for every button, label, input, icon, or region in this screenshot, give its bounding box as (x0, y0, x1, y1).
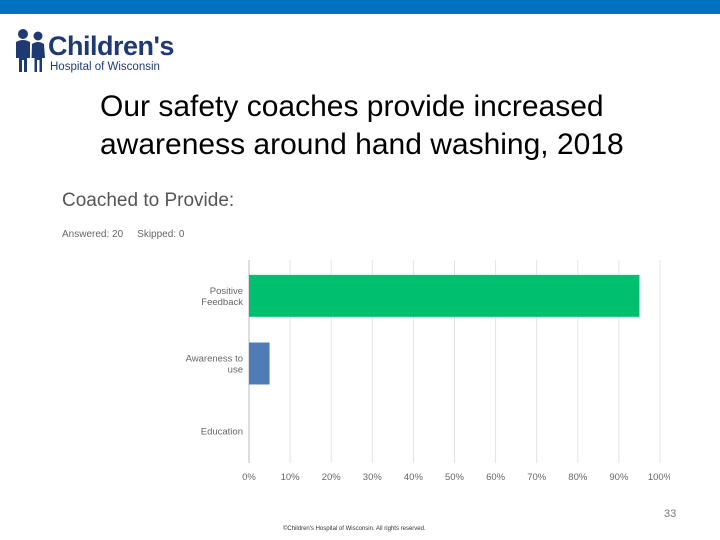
category-label: use (228, 365, 243, 376)
bar (249, 342, 270, 385)
x-tick-label: 100% (648, 472, 670, 483)
logo-subtitle: Hospital of Wisconsin (50, 61, 160, 73)
category-label: Positive (210, 286, 243, 297)
logo-name: Children's (48, 31, 174, 61)
x-tick-label: 0% (242, 472, 256, 483)
bar (249, 274, 640, 317)
x-tick-label: 90% (609, 472, 629, 483)
page-number: 33 (664, 508, 677, 520)
top-accent-bar (0, 0, 720, 14)
answered-count: Answered: 20 (62, 229, 124, 240)
slide-title: Our safety coaches provide increased awa… (100, 90, 624, 161)
survey-question: Coached to Provide: (62, 190, 235, 211)
copyright-notice: ©Children's Hospital of Wisconsin. All r… (283, 526, 426, 532)
x-tick-label: 10% (281, 472, 301, 483)
childrens-hospital-logo: Children's Hospital of Wisconsin (14, 28, 174, 78)
x-tick-label: 60% (486, 472, 506, 483)
x-tick-label: 40% (404, 472, 424, 483)
skipped-count: Skipped: 0 (137, 229, 185, 240)
category-label: Awareness to (186, 354, 243, 365)
category-label: Feedback (201, 297, 243, 308)
children-figures-icon (16, 29, 45, 72)
category-label: Education (201, 427, 243, 438)
x-tick-label: 20% (322, 472, 342, 483)
x-tick-label: 50% (445, 472, 465, 483)
x-tick-label: 30% (363, 472, 383, 483)
x-tick-label: 80% (568, 472, 588, 483)
coached-to-provide-chart: 0% 10% 20% 30% 40% 50% 60% 70% 80% 90% 100% Positiv… (186, 260, 670, 483)
response-counts: Answered: 20 Skipped: 0 (62, 229, 184, 240)
x-tick-label: 70% (527, 472, 547, 483)
